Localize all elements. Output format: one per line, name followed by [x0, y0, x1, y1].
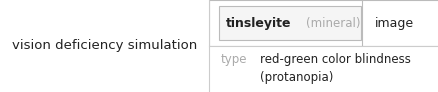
Text: type: type [220, 53, 247, 66]
Text: image: image [374, 16, 413, 30]
Text: tinsleyite: tinsleyite [225, 16, 290, 30]
FancyBboxPatch shape [218, 6, 360, 40]
Text: vision deficiency simulation: vision deficiency simulation [12, 39, 197, 53]
Text: red-green color blindness
(protanopia): red-green color blindness (protanopia) [259, 53, 410, 84]
Text: (mineral): (mineral) [305, 16, 360, 30]
